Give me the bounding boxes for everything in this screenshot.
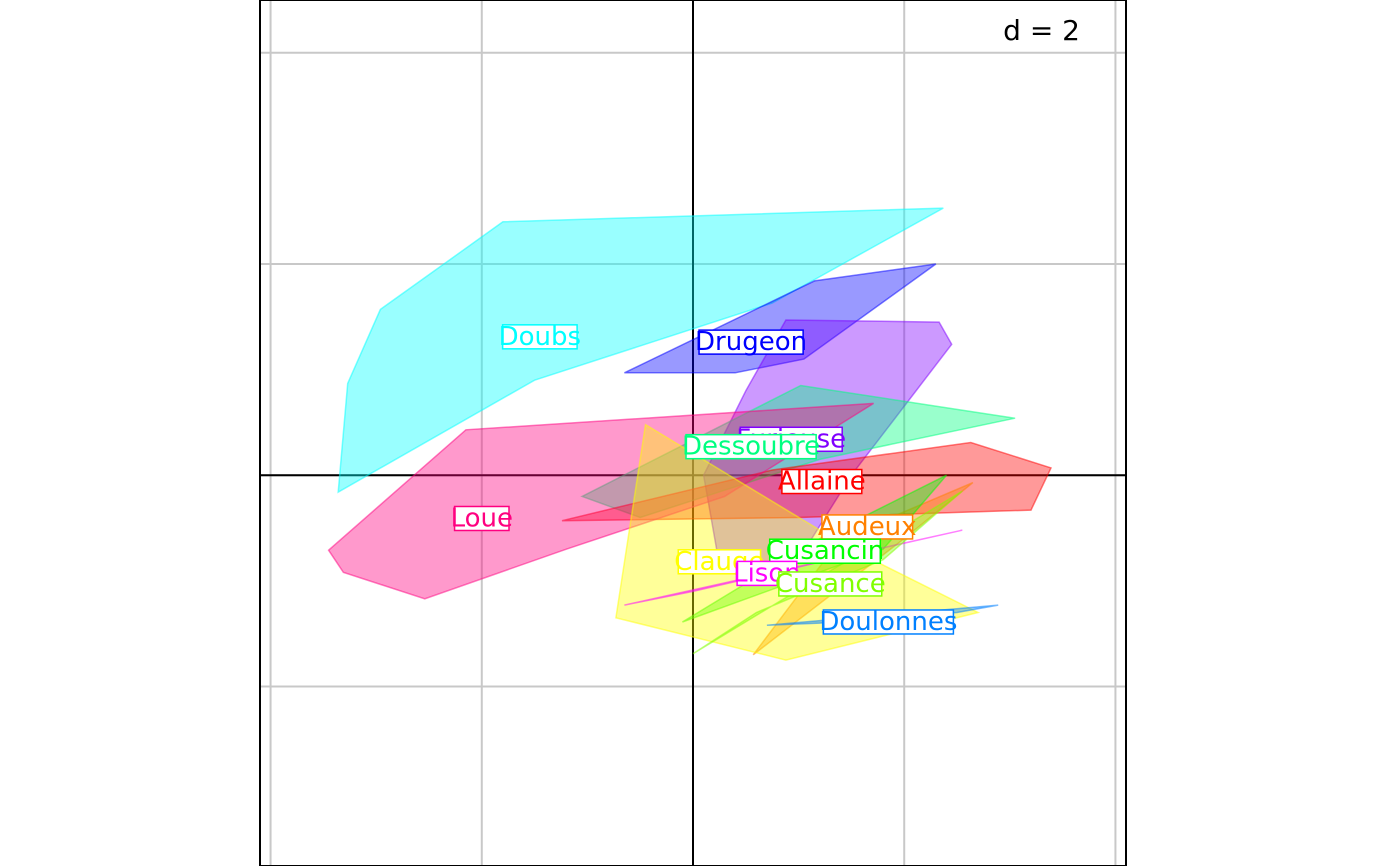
plot-frame — [259, 0, 1127, 866]
group-label-dessoubre: Dessoubre — [682, 432, 820, 462]
group-label-drugeon: Drugeon — [695, 327, 807, 357]
group-label-box — [453, 505, 510, 532]
hull-doubs — [337, 207, 944, 494]
group-label-loue: Loue — [451, 503, 513, 533]
group-label-text: Allaine — [778, 467, 866, 497]
group-label-box — [821, 514, 914, 540]
group-label-doulonnes: Doulonnes — [819, 607, 957, 637]
group-label-text: Cusance — [775, 569, 886, 599]
scale-label: d = 2 — [1003, 14, 1080, 47]
group-label-box — [685, 433, 817, 460]
group-label-box — [778, 571, 883, 597]
group-label-cusance: Cusance — [775, 569, 886, 599]
group-label-text: Doubs — [499, 322, 581, 352]
group-label-box — [822, 609, 955, 635]
group-label-box — [698, 329, 804, 355]
group-label-audeux: Audeux — [818, 512, 917, 542]
group-label-doubs: Doubs — [499, 322, 581, 352]
group-label-text: Audeux — [818, 512, 917, 542]
origin-axes — [260, 0, 1126, 866]
group-label-box — [768, 538, 882, 564]
group-label-text: Doulonnes — [819, 607, 957, 637]
group-label-box — [781, 468, 863, 495]
group-labels: DoubsDrugeonFurieuseDessoubreAllaineLoue… — [451, 322, 958, 637]
group-label-allaine: Allaine — [778, 467, 866, 497]
group-label-box — [501, 324, 578, 350]
group-label-text: Dessoubre — [682, 432, 820, 462]
group-label-text: Drugeon — [695, 327, 807, 357]
group-label-text: Loue — [451, 503, 513, 533]
